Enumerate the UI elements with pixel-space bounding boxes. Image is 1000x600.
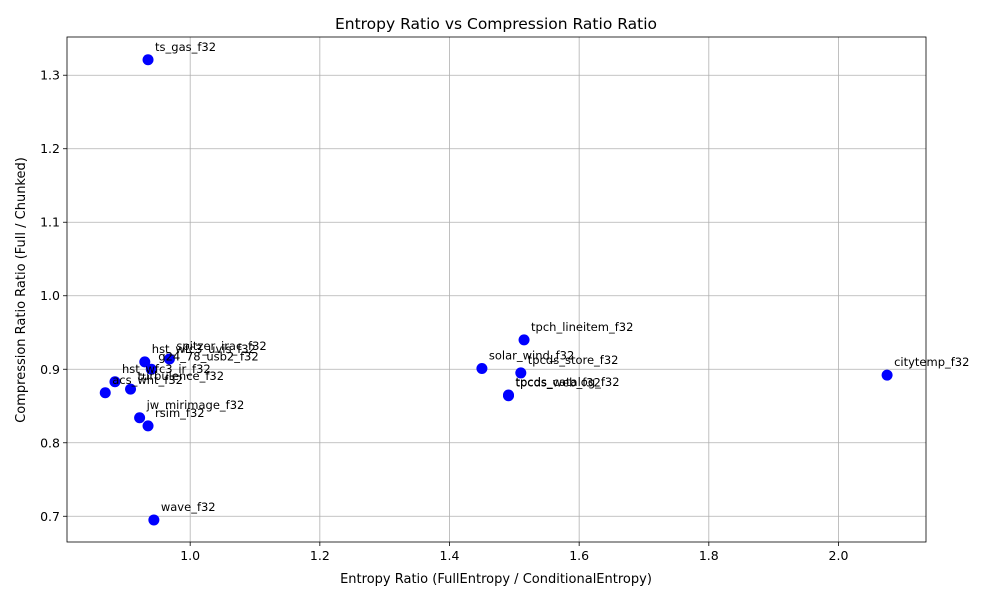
y-tick-label: 0.7 xyxy=(40,509,60,524)
y-tick-label: 1.2 xyxy=(40,141,60,156)
point-label: tpcds_web_f32 xyxy=(515,376,600,390)
point-label: wave_f32 xyxy=(161,500,216,514)
data-point xyxy=(109,376,121,388)
data-point xyxy=(145,363,157,375)
point-label: hst_wfc3_ir_f32 xyxy=(122,362,211,376)
y-tick-label: 0.8 xyxy=(40,435,60,450)
data-points: ts_gas_f32 spitzer_irac_f32hst_wfc3_uvis_… xyxy=(99,40,969,526)
point-label: spitzer_irac_f32 xyxy=(176,339,266,353)
x-tick-label: 1.4 xyxy=(440,548,460,563)
point-label: turbulence_f32 xyxy=(138,369,225,383)
x-tick-label: 1.2 xyxy=(310,548,330,563)
x-tick-label: 1.6 xyxy=(569,548,589,563)
axis-ticks: 1.0 1.2 1.4 1.6 1.8 2.0 0.7 0.8 0.9 1.0 1.1 1.2 1.3 xyxy=(40,68,848,563)
data-point xyxy=(142,54,154,66)
point-label: solar_wind_f32 xyxy=(489,349,574,363)
data-point xyxy=(515,367,527,379)
point-label: jw_mirimage_f32 xyxy=(146,398,245,412)
plot-frame xyxy=(66,36,927,543)
point-label: tpch_lineitem_f32 xyxy=(531,320,633,334)
data-point xyxy=(125,383,137,395)
x-tick-label: 1.8 xyxy=(699,548,719,563)
data-point xyxy=(881,369,893,381)
data-point xyxy=(139,356,151,368)
y-tick-label: 1.0 xyxy=(40,288,60,303)
y-tick-label: 1.1 xyxy=(40,215,60,230)
grid-lines xyxy=(67,37,926,542)
data-point xyxy=(163,353,175,365)
x-tick-label: 2.0 xyxy=(829,548,849,563)
point-label: citytemp_f32 xyxy=(894,355,969,369)
x-tick-label: 1.0 xyxy=(180,548,200,563)
y-tick-label: 1.3 xyxy=(40,68,60,83)
point-label: tpcds_catalog_f32 xyxy=(515,375,619,389)
y-tick-label: 0.9 xyxy=(40,362,60,377)
point-label: acs_wht_f32 xyxy=(112,373,183,387)
point-label: rsim_f32 xyxy=(155,406,205,420)
data-point xyxy=(502,390,514,402)
chart-title: Entropy Ratio vs Compression Ratio Ratio xyxy=(335,15,657,33)
point-label: tpcds_store_f32 xyxy=(528,353,619,367)
data-point xyxy=(476,363,488,375)
data-point xyxy=(99,387,111,399)
point-label: g24_78_usb2_f32 xyxy=(158,349,258,363)
data-point xyxy=(148,514,160,526)
data-point xyxy=(518,334,530,346)
data-point xyxy=(134,412,146,424)
y-axis-title: Compression Ratio Ratio (Full / Chunked) xyxy=(14,157,29,423)
point-label: ts_gas_f32 xyxy=(155,40,216,54)
x-axis-title: Entropy Ratio (FullEntropy / Conditional… xyxy=(340,572,652,587)
point-label: hst_wfc3_uvis_f32 xyxy=(152,342,256,356)
data-point xyxy=(142,420,154,432)
